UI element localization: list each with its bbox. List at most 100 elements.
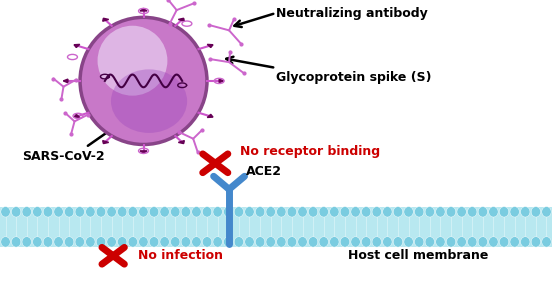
Ellipse shape (510, 207, 519, 217)
Ellipse shape (340, 237, 349, 247)
Ellipse shape (12, 237, 21, 247)
Ellipse shape (54, 237, 63, 247)
Ellipse shape (500, 237, 509, 247)
Ellipse shape (531, 207, 540, 217)
Ellipse shape (1, 207, 10, 217)
Polygon shape (140, 9, 147, 11)
Ellipse shape (383, 237, 392, 247)
Ellipse shape (425, 237, 434, 247)
Ellipse shape (468, 207, 477, 217)
Ellipse shape (33, 207, 42, 217)
Polygon shape (63, 79, 68, 83)
Ellipse shape (213, 207, 222, 217)
Ellipse shape (277, 207, 286, 217)
Ellipse shape (531, 237, 540, 247)
Ellipse shape (111, 69, 187, 133)
Ellipse shape (340, 207, 349, 217)
Ellipse shape (436, 207, 445, 217)
Ellipse shape (150, 237, 159, 247)
Text: ACE2: ACE2 (246, 166, 282, 178)
Ellipse shape (150, 207, 159, 217)
Ellipse shape (224, 237, 233, 247)
Ellipse shape (383, 207, 392, 217)
Ellipse shape (107, 207, 116, 217)
Text: No infection: No infection (138, 249, 223, 262)
Ellipse shape (96, 237, 105, 247)
Ellipse shape (500, 207, 509, 217)
Ellipse shape (192, 207, 201, 217)
Ellipse shape (213, 237, 222, 247)
Polygon shape (178, 18, 184, 21)
Ellipse shape (478, 237, 487, 247)
Ellipse shape (489, 237, 498, 247)
Ellipse shape (33, 237, 42, 247)
Ellipse shape (436, 237, 445, 247)
Ellipse shape (362, 237, 371, 247)
Ellipse shape (224, 207, 233, 217)
Ellipse shape (415, 237, 424, 247)
Ellipse shape (139, 207, 148, 217)
Ellipse shape (118, 207, 127, 217)
Ellipse shape (65, 207, 74, 217)
Ellipse shape (309, 207, 318, 217)
Bar (0, 207, 552, 247)
Ellipse shape (245, 207, 254, 217)
Ellipse shape (43, 207, 52, 217)
Ellipse shape (192, 237, 201, 247)
Ellipse shape (457, 237, 466, 247)
Ellipse shape (351, 207, 360, 217)
Text: Neutralizing antibody: Neutralizing antibody (276, 7, 428, 20)
Ellipse shape (468, 237, 477, 247)
Polygon shape (140, 151, 147, 153)
Polygon shape (219, 79, 224, 83)
Ellipse shape (277, 237, 286, 247)
Ellipse shape (351, 237, 360, 247)
Ellipse shape (447, 207, 456, 217)
Ellipse shape (319, 237, 328, 247)
Ellipse shape (256, 207, 265, 217)
Ellipse shape (98, 26, 167, 96)
Ellipse shape (203, 207, 212, 217)
Ellipse shape (521, 237, 530, 247)
Ellipse shape (160, 207, 169, 217)
Text: Glycoprotein spike (S): Glycoprotein spike (S) (276, 71, 432, 84)
Ellipse shape (266, 237, 275, 247)
Ellipse shape (75, 207, 84, 217)
Ellipse shape (86, 207, 95, 217)
Ellipse shape (96, 207, 105, 217)
Ellipse shape (181, 237, 190, 247)
Ellipse shape (234, 207, 243, 217)
Ellipse shape (22, 207, 31, 217)
Ellipse shape (75, 237, 84, 247)
Ellipse shape (298, 237, 307, 247)
Ellipse shape (203, 237, 212, 247)
Polygon shape (207, 45, 213, 47)
Ellipse shape (266, 207, 275, 217)
Ellipse shape (478, 207, 487, 217)
Ellipse shape (128, 237, 137, 247)
Ellipse shape (86, 237, 95, 247)
Ellipse shape (510, 237, 519, 247)
Ellipse shape (139, 237, 148, 247)
Text: Host cell membrane: Host cell membrane (348, 249, 488, 262)
Ellipse shape (181, 207, 190, 217)
Ellipse shape (330, 237, 339, 247)
Ellipse shape (54, 207, 63, 217)
Ellipse shape (12, 207, 21, 217)
Ellipse shape (457, 207, 466, 217)
Ellipse shape (362, 207, 371, 217)
Ellipse shape (489, 207, 498, 217)
Ellipse shape (393, 207, 402, 217)
Ellipse shape (1, 237, 10, 247)
Ellipse shape (542, 237, 551, 247)
Ellipse shape (22, 237, 31, 247)
Ellipse shape (309, 237, 318, 247)
Ellipse shape (393, 237, 402, 247)
Ellipse shape (287, 207, 296, 217)
Ellipse shape (128, 207, 137, 217)
Ellipse shape (372, 237, 381, 247)
Ellipse shape (43, 237, 52, 247)
Ellipse shape (415, 207, 424, 217)
Ellipse shape (319, 207, 328, 217)
Ellipse shape (107, 237, 116, 247)
